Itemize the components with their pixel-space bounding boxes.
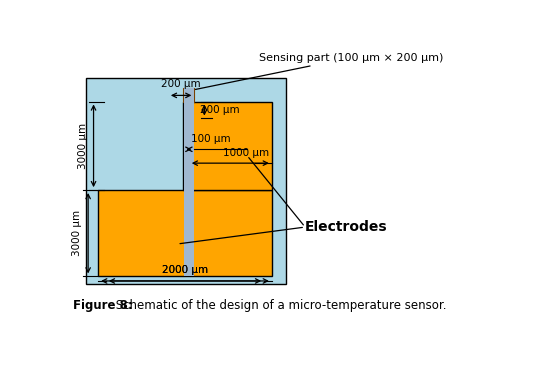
Text: 2000 μm: 2000 μm	[162, 265, 208, 275]
Text: Schematic of the design of a micro-temperature sensor.: Schematic of the design of a micro-tempe…	[112, 299, 447, 312]
Text: 200 μm: 200 μm	[161, 79, 201, 89]
Text: Sensing part (100 μm × 200 μm): Sensing part (100 μm × 200 μm)	[195, 53, 443, 89]
Text: 3000 μm: 3000 μm	[72, 210, 82, 256]
Bar	[184, 88, 194, 101]
Text: 100 μm: 100 μm	[191, 134, 230, 144]
Text: 2000 μm: 2000 μm	[162, 265, 208, 275]
Bar	[98, 190, 272, 276]
Text: Figure 8:: Figure 8:	[73, 299, 133, 312]
Text: 200 μm: 200 μm	[200, 105, 240, 115]
Bar	[86, 78, 286, 284]
Bar	[184, 88, 194, 276]
Bar	[184, 101, 272, 190]
Text: 3000 μm: 3000 μm	[78, 123, 87, 169]
Text: 1000 μm: 1000 μm	[223, 148, 269, 158]
Text: Electrodes: Electrodes	[305, 220, 388, 234]
